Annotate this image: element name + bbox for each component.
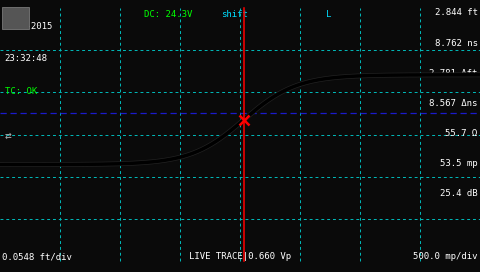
- Text: DC: 24.3V: DC: 24.3V: [144, 10, 192, 18]
- Bar: [2, 7, 29, 29]
- Text: 55.7 Ω: 55.7 Ω: [445, 129, 478, 138]
- Text: 0.0548 ft/div: 0.0548 ft/div: [2, 252, 72, 261]
- Text: 1-15-2015: 1-15-2015: [5, 22, 53, 31]
- Text: 53.5 mp: 53.5 mp: [440, 159, 478, 168]
- Text: 2.844 ft: 2.844 ft: [434, 8, 478, 17]
- Text: 23:32:48: 23:32:48: [5, 54, 48, 63]
- Text: 8.567 Δns: 8.567 Δns: [429, 99, 478, 108]
- Text: 8.762 ns: 8.762 ns: [434, 39, 478, 48]
- Text: 2.781 Δft: 2.781 Δft: [429, 69, 478, 78]
- Text: 25.4 dB: 25.4 dB: [440, 189, 478, 198]
- Text: LIVE TRACE|0.660 Vp: LIVE TRACE|0.660 Vp: [189, 252, 291, 261]
- Text: TC: OK: TC: OK: [5, 87, 37, 96]
- Text: 500.0 mp/div: 500.0 mp/div: [413, 252, 478, 261]
- Text: ⇄: ⇄: [5, 131, 12, 141]
- Text: L: L: [326, 10, 332, 18]
- Text: shift: shift: [221, 10, 248, 18]
